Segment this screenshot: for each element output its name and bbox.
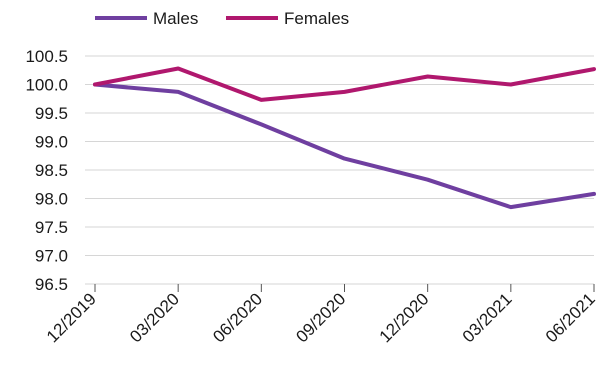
x-tick-label: 03/2020 [126, 289, 183, 346]
x-tick-label: 12/2020 [376, 289, 433, 346]
y-tick-label: 98.5 [35, 161, 68, 180]
x-tick-label: 03/2021 [459, 289, 516, 346]
series-lines [93, 66, 596, 210]
series-line-females [93, 66, 596, 102]
y-tick-label: 99.5 [35, 104, 68, 123]
y-tick-label: 100.0 [25, 76, 68, 95]
legend: Males Females [95, 9, 349, 28]
y-tick-label: 98.0 [35, 190, 68, 209]
legend-label-females: Females [284, 9, 349, 28]
x-tick-label: 09/2020 [292, 289, 349, 346]
x-tick-label: 12/2019 [43, 289, 100, 346]
x-tick-label: 06/2021 [542, 289, 599, 346]
series-line-males [93, 82, 596, 210]
x-tick-label: 06/2020 [209, 289, 266, 346]
y-tick-label: 96.5 [35, 275, 68, 294]
legend-label-males: Males [153, 9, 198, 28]
y-tick-label: 97.5 [35, 218, 68, 237]
x-axis-tick-labels: 12/2019 03/2020 06/2020 09/2020 12/2020 03/20… [43, 284, 599, 346]
y-tick-label: 99.0 [35, 133, 68, 152]
y-axis-tick-labels: 96.5 97.0 97.5 98.0 98.5 99.0 99.5 100.0 100.5 [25, 47, 68, 294]
y-tick-label: 97.0 [35, 247, 68, 266]
y-tick-label: 100.5 [25, 47, 68, 66]
